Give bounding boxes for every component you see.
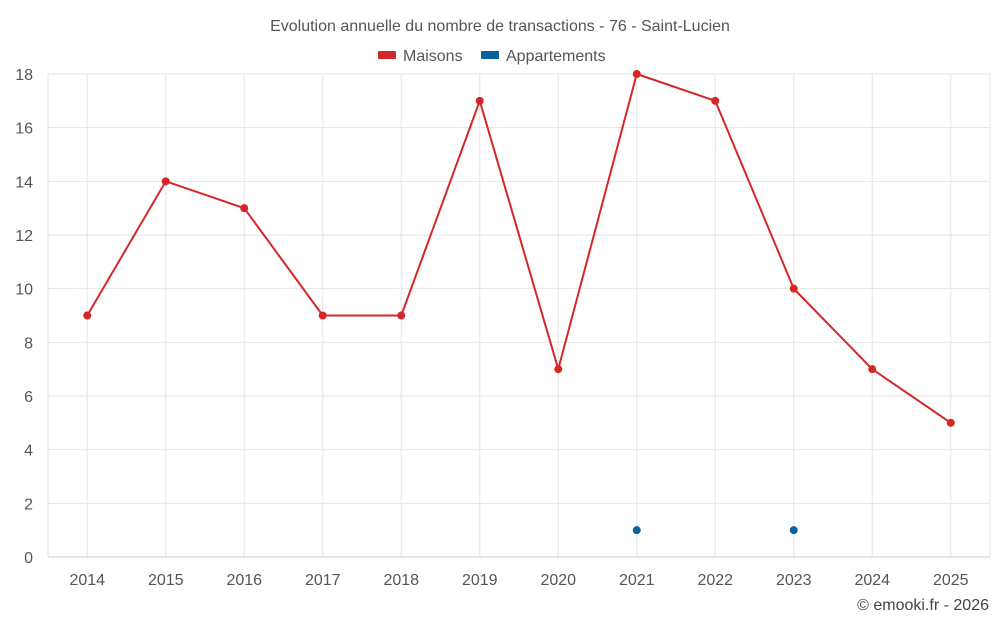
y-tick-label: 12 [15,228,33,245]
axes: 0 2 4 6 8 10 12 14 16 18 2014 2015 2016 2017 2018 2019 2… [15,67,991,589]
x-tick-label: 2020 [540,572,576,589]
data-point-maisons[interactable] [397,311,406,320]
y-tick-label: 4 [24,443,33,460]
y-tick-label: 16 [15,121,33,138]
data-point-maisons[interactable] [789,284,798,293]
data-point-maisons[interactable] [161,177,170,186]
data-point-maisons[interactable] [475,96,484,105]
legend-swatch-appartements [481,51,499,59]
credit-text: © emooki.fr - 2026 [857,597,989,614]
series-line-maisons [86,73,952,424]
data-point-maisons[interactable] [711,96,720,105]
data-point-maisons[interactable] [946,418,955,427]
x-tick-label: 2022 [697,572,733,589]
series [83,70,955,535]
data-point-maisons[interactable] [83,311,92,320]
x-tick-label: 2021 [619,572,655,589]
y-tick-label: 14 [15,174,33,191]
legend: Maisons Appartements [378,48,606,65]
x-tick-label: 2014 [69,572,105,589]
data-point-maisons[interactable] [632,70,641,78]
series-appartements [632,526,798,535]
y-tick-label: 2 [24,496,33,513]
legend-label-maisons: Maisons [403,48,463,65]
legend-item-maisons[interactable]: Maisons [378,48,463,65]
x-tick-label: 2024 [854,572,890,589]
x-tick-label: 2016 [226,572,262,589]
x-tick-label: 2017 [305,572,341,589]
y-tick-label: 6 [24,389,33,406]
data-point-maisons[interactable] [240,204,249,213]
x-tick-label: 2019 [462,572,498,589]
legend-swatch-maisons [378,51,396,59]
data-point-maisons[interactable] [554,365,563,374]
series-maisons [83,70,955,427]
data-point-maisons[interactable] [318,311,327,320]
x-tick-label: 2023 [776,572,812,589]
x-tick-label: 2018 [383,572,419,589]
x-tick-label: 2015 [148,572,184,589]
legend-label-appartements: Appartements [506,48,606,65]
chart-title: Evolution annuelle du nombre de transact… [270,18,730,35]
data-point-appartements[interactable] [632,526,641,535]
grid [48,73,990,557]
legend-item-appartements[interactable]: Appartements [481,48,606,65]
data-point-maisons[interactable] [868,365,877,374]
y-tick-label: 0 [24,550,33,567]
y-tick-label: 8 [24,335,33,352]
y-tick-label: 18 [15,67,33,84]
data-point-appartements[interactable] [789,526,798,535]
y-tick-label: 10 [15,282,33,299]
x-tick-label: 2025 [933,572,969,589]
